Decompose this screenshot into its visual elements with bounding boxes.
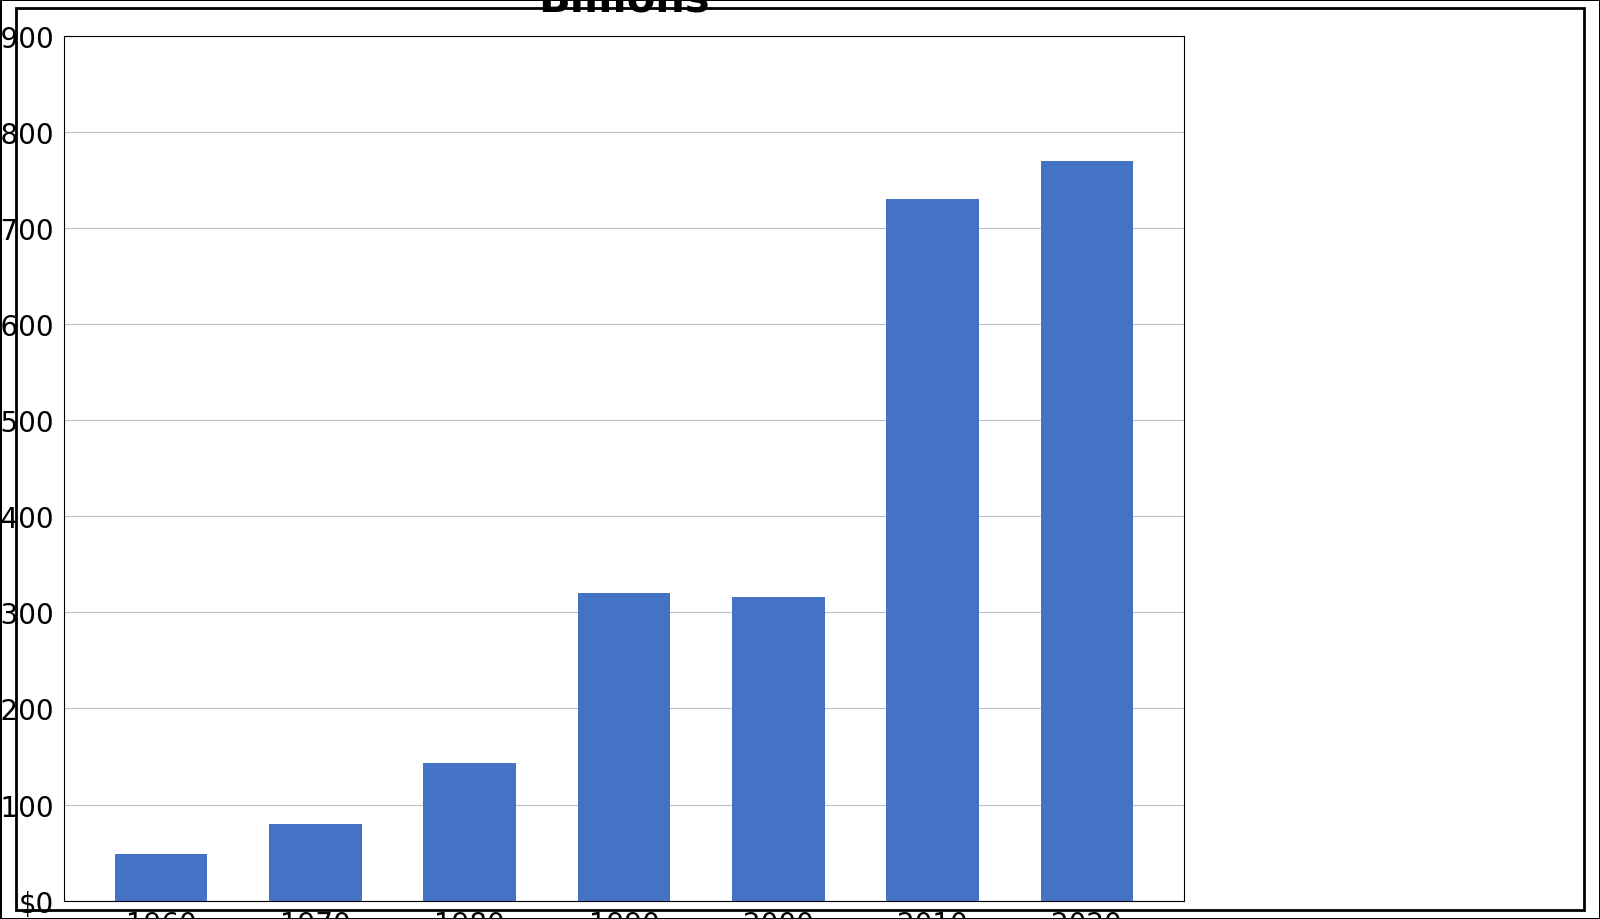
Bar	[578, 594, 670, 901]
Title: U.S. Military Budget in Billions of Dollars
Billions: U.S. Military Budget in Billions of Doll…	[144, 0, 1104, 21]
Bar	[115, 855, 208, 901]
Bar	[731, 597, 824, 901]
Bar	[886, 200, 979, 901]
Bar	[1040, 162, 1133, 901]
Bar	[269, 823, 362, 901]
Bar	[424, 764, 517, 901]
